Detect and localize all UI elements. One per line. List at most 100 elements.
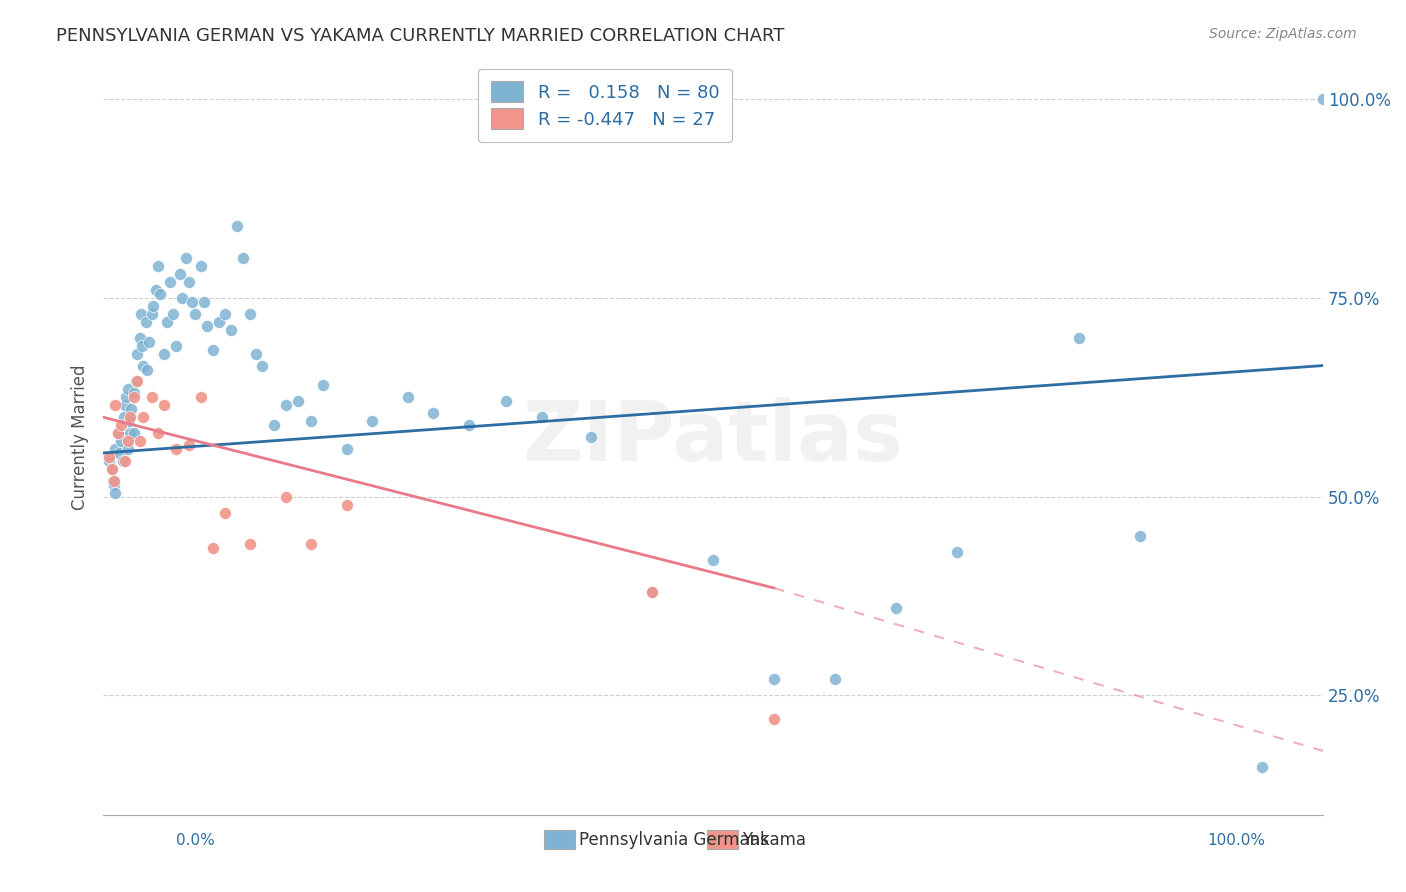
Point (763, 712, 786, 726)
Point (118, 414, 141, 428)
Point (104, 398, 127, 412)
Point (149, 287, 172, 301)
Point (107, 426, 129, 441)
Point (190, 390, 212, 404)
Point (131, 339, 153, 353)
Point (174, 252, 197, 266)
Point (100, 462, 122, 476)
Point (112, 410, 135, 425)
Point (245, 346, 267, 360)
Legend: R =   0.158   N = 80, R = -0.447   N = 27: R = 0.158 N = 80, R = -0.447 N = 27 (478, 69, 733, 142)
Point (117, 434, 139, 448)
Text: 100.0%: 100.0% (1208, 833, 1265, 847)
Point (232, 252, 254, 266)
Point (153, 398, 176, 412)
Point (135, 315, 157, 329)
Point (287, 394, 309, 409)
Point (276, 398, 298, 412)
Point (155, 315, 177, 329)
Point (336, 442, 359, 456)
Point (115, 390, 138, 404)
Point (128, 434, 150, 448)
Point (108, 446, 131, 460)
Point (226, 219, 249, 234)
Point (98, 454, 121, 468)
Text: 0.0%: 0.0% (176, 833, 215, 847)
Point (114, 398, 136, 412)
Point (129, 307, 152, 321)
Text: ZIPatlas: ZIPatlas (523, 397, 904, 477)
Point (312, 378, 335, 392)
Point (125, 375, 148, 389)
Point (153, 346, 176, 360)
Point (114, 454, 136, 468)
Point (1069, 331, 1091, 345)
Point (100, 462, 122, 476)
Point (132, 359, 155, 373)
Point (238, 307, 260, 321)
Point (763, 673, 786, 687)
Point (641, 585, 664, 599)
Point (458, 418, 481, 433)
Point (101, 474, 124, 488)
Point (165, 339, 187, 353)
Point (104, 485, 127, 500)
Point (162, 307, 184, 321)
Point (127, 375, 149, 389)
Point (641, 585, 664, 599)
Point (336, 498, 359, 512)
Point (127, 346, 149, 360)
Point (396, 390, 419, 404)
Point (214, 506, 236, 520)
Point (146, 426, 169, 441)
Text: Source: ZipAtlas.com: Source: ZipAtlas.com (1209, 27, 1357, 41)
Point (702, 553, 724, 567)
Point (579, 430, 602, 444)
Point (110, 434, 132, 448)
Point (128, 331, 150, 345)
Point (118, 426, 141, 441)
Point (201, 541, 224, 556)
Text: Yakama: Yakama (742, 831, 807, 849)
Point (146, 259, 169, 273)
Point (107, 426, 129, 441)
Point (1129, 529, 1152, 543)
Point (122, 386, 145, 401)
Point (111, 454, 134, 468)
Point (238, 537, 260, 551)
Point (117, 442, 139, 456)
Point (104, 442, 127, 456)
Point (177, 438, 200, 452)
Point (138, 334, 160, 349)
Point (531, 410, 554, 425)
Point (103, 477, 125, 491)
Point (195, 318, 218, 333)
Point (884, 601, 907, 615)
Point (118, 410, 141, 425)
Point (98, 450, 121, 464)
Point (201, 343, 224, 357)
Point (219, 323, 242, 337)
Point (824, 673, 846, 687)
Point (172, 291, 194, 305)
Point (422, 406, 444, 420)
Point (193, 295, 215, 310)
Point (110, 418, 132, 433)
Point (141, 307, 163, 321)
Point (299, 414, 322, 428)
Point (360, 414, 382, 428)
Point (142, 299, 165, 313)
Point (190, 259, 212, 273)
Text: Pennsylvania Germans: Pennsylvania Germans (579, 831, 769, 849)
Point (159, 275, 181, 289)
Point (214, 307, 236, 321)
Point (117, 383, 139, 397)
Point (103, 474, 125, 488)
Point (169, 267, 191, 281)
Point (1251, 760, 1274, 774)
Point (263, 418, 285, 433)
Point (120, 402, 142, 417)
Point (177, 275, 200, 289)
Point (276, 490, 298, 504)
Point (495, 394, 517, 409)
